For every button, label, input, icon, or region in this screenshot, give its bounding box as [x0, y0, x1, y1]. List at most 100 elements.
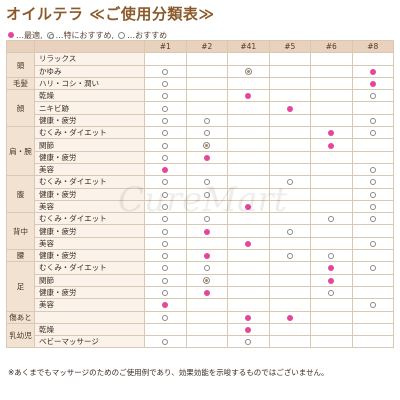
row-label: 健康・疲労	[34, 249, 145, 263]
row-label: 健康・疲労	[34, 113, 145, 128]
best-dot-icon	[245, 326, 252, 333]
best-dot-icon	[245, 93, 252, 100]
mark-cell	[227, 126, 270, 140]
mark-cell	[185, 113, 228, 128]
mark-cell	[351, 101, 394, 115]
legend-especially-label: …特におすすめ,	[55, 30, 115, 40]
recommended-ring-icon	[369, 265, 376, 272]
mark-cell	[268, 236, 311, 251]
best-dot-icon	[162, 302, 169, 309]
row-label: 関節	[34, 273, 145, 287]
mark-cell	[185, 101, 228, 115]
recommended-ring-icon	[162, 105, 169, 112]
recommended-ring-icon	[203, 117, 210, 124]
mark-cell	[227, 310, 270, 324]
mark-cell	[310, 101, 353, 115]
recommended-ring-icon	[328, 253, 335, 260]
mark-cell	[227, 212, 270, 226]
mark-cell	[351, 175, 394, 189]
mark-cell	[310, 212, 353, 226]
table-row: 美容	[7, 162, 394, 177]
table-row: 背中 むくみ・ダイエット	[6, 212, 394, 251]
recommended-ring-icon	[203, 216, 210, 223]
mark-cell	[351, 335, 394, 349]
table-row: 美容	[7, 199, 394, 214]
table-row: 健康・疲労	[7, 150, 394, 164]
header-blank-label	[34, 39, 145, 54]
mark-cell	[268, 298, 311, 312]
mark-cell	[351, 199, 394, 214]
mark-cell	[144, 261, 187, 275]
recommended-ring-icon	[369, 191, 376, 198]
recommended-ring-icon	[162, 130, 169, 137]
mark-cell	[144, 224, 187, 238]
row-label: 美容	[34, 298, 145, 312]
mark-cell	[310, 162, 353, 177]
mark-cell	[268, 322, 311, 337]
recommended-ring-icon	[286, 253, 293, 260]
best-dot-icon	[328, 277, 335, 284]
recommended-ring-icon	[286, 228, 293, 235]
best-dot-icon	[369, 68, 376, 75]
legend-best-label: …最適,	[16, 30, 43, 40]
mark-cell	[185, 249, 228, 263]
mark-cell	[144, 150, 187, 164]
mark-cell	[185, 261, 228, 275]
mark-cell	[227, 261, 270, 275]
mark-cell	[185, 335, 228, 349]
recommended-ring-icon	[162, 277, 169, 284]
category-cell: 腰	[6, 249, 35, 263]
row-label: 乾燥	[34, 322, 145, 337]
mark-cell	[310, 285, 353, 300]
recommended-ring-icon	[369, 117, 376, 124]
mark-cell	[185, 310, 228, 324]
mark-cell	[185, 64, 228, 78]
best-dot-icon	[8, 32, 14, 38]
mark-cell	[144, 199, 187, 214]
best-dot-icon	[245, 240, 252, 247]
column-header: #8	[351, 39, 394, 54]
mark-cell	[144, 64, 187, 78]
best-dot-icon	[286, 105, 293, 112]
mark-cell	[227, 322, 270, 337]
recommended-ring-icon	[203, 179, 210, 186]
best-dot-icon	[286, 314, 293, 321]
mark-cell	[351, 261, 394, 275]
table-row: 頭リラックス	[6, 52, 394, 78]
column-header: #41	[227, 39, 270, 54]
recommended-ring-icon	[203, 191, 210, 198]
mark-cell	[144, 285, 187, 300]
table-row: 肩・腕 むくみ・ダイエット	[6, 126, 394, 177]
mark-cell	[310, 249, 353, 263]
mark-cell	[310, 199, 353, 214]
mark-cell	[227, 150, 270, 164]
mark-cell	[351, 273, 394, 287]
mark-cell	[268, 224, 311, 238]
header-blank-category	[6, 39, 35, 54]
row-label: ベビーマッサージ	[34, 335, 145, 349]
table-row: 腹むくみ・ダイエット	[6, 175, 394, 214]
mark-cell	[351, 76, 394, 91]
mark-cell	[351, 285, 394, 300]
mark-cell	[185, 76, 228, 91]
recommended-ring-icon	[369, 179, 376, 186]
mark-cell	[227, 76, 270, 91]
recommended-ring-icon	[286, 179, 293, 186]
row-label: 乾燥	[34, 89, 145, 103]
row-label: 美容	[34, 162, 145, 177]
table-row: 関節	[7, 273, 394, 287]
mark-cell	[144, 298, 187, 312]
mark-cell	[144, 101, 187, 115]
mark-cell	[185, 285, 228, 300]
table-row: 健康・疲労	[7, 224, 394, 238]
row-label	[34, 310, 145, 324]
mark-cell	[310, 113, 353, 128]
table-row: かゆみ	[7, 64, 394, 78]
mark-cell	[227, 89, 270, 103]
recommended-ring-icon	[118, 31, 126, 39]
mark-cell	[351, 212, 394, 226]
mark-cell	[185, 298, 228, 312]
recommended-ring-icon	[203, 265, 210, 272]
category-cell: 腹	[6, 175, 35, 214]
category-cell: 肩・腕	[6, 126, 35, 177]
